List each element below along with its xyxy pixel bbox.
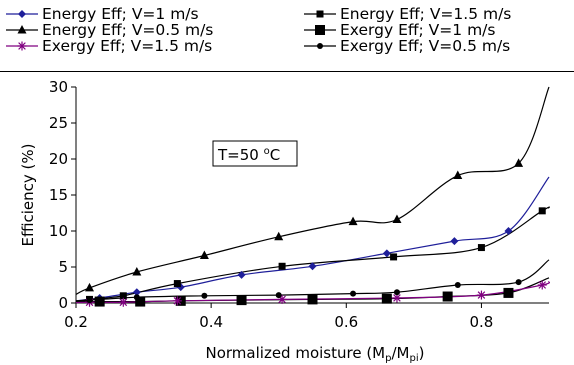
y-tick-label: 30	[49, 78, 68, 96]
legend-entry: Exergy Eff; V=1.5 m/s	[6, 37, 212, 55]
data-point	[537, 280, 547, 290]
legend-swatch-marker	[18, 10, 26, 18]
data-point	[382, 249, 391, 258]
data-point	[392, 214, 402, 223]
data-point	[199, 250, 209, 259]
legend-label: Exergy Eff; V=0.5 m/s	[340, 37, 510, 55]
data-point	[393, 289, 400, 296]
data-point	[503, 287, 514, 298]
data-point	[237, 270, 246, 279]
data-point	[350, 290, 357, 297]
data-point	[307, 294, 318, 305]
data-point	[85, 282, 95, 292]
legend-entry: Exergy Eff; V=0.5 m/s	[304, 37, 510, 55]
data-point	[504, 227, 513, 235]
legend-label: Energy Eff; V=1.5 m/s	[340, 5, 511, 23]
data-point	[278, 262, 286, 270]
legend: Energy Eff; V=1 m/s Energy Eff; V=1.5 m/s…	[6, 5, 511, 55]
legend-label: Exergy Eff; V=1 m/s	[340, 21, 495, 39]
data-point	[86, 297, 93, 304]
legend-label: Energy Eff; V=0.5 m/s	[42, 21, 213, 39]
legend-entry: Energy Eff; V=1 m/s	[6, 5, 199, 23]
data-point	[450, 237, 459, 246]
data-point	[173, 280, 181, 288]
data-point	[236, 295, 247, 306]
data-point	[515, 279, 522, 286]
data-point	[476, 290, 486, 300]
data-point	[201, 292, 208, 299]
data-point	[514, 158, 524, 167]
y-tick-label: 5	[58, 258, 68, 276]
data-point	[135, 296, 146, 307]
data-point	[348, 216, 358, 226]
data-point	[274, 231, 284, 241]
data-point	[538, 207, 546, 215]
series-points-6	[86, 279, 522, 304]
y-axis-title: Efficiency (%)	[19, 144, 37, 247]
annotation-box	[212, 140, 298, 167]
series-points-3	[85, 158, 524, 292]
data-point	[119, 292, 127, 300]
legend-swatch-marker	[17, 25, 27, 34]
data-point	[381, 293, 392, 304]
x-tick-label: 0.2	[64, 313, 88, 331]
y-tick-label: 25	[49, 114, 68, 132]
y-tick-label: 10	[49, 222, 68, 240]
axis-ticks: 0 5 10 15 20 25 30 0.2 0.4 0.6 0.8	[49, 78, 493, 331]
data-point	[118, 297, 128, 307]
y-tick-label: 0	[58, 294, 68, 312]
data-point	[454, 282, 461, 288]
data-point	[453, 170, 463, 180]
legend-entry: Energy Eff; V=1.5 m/s	[304, 5, 511, 23]
series-markers	[85, 158, 547, 307]
data-point	[132, 288, 141, 297]
series-line-3	[75, 86, 550, 295]
legend-entry: Exergy Eff; V=1 m/s	[304, 21, 495, 39]
x-tick-label: 0.8	[469, 313, 493, 331]
legend-swatch-marker	[315, 25, 325, 35]
data-point	[477, 244, 485, 252]
legend-swatch-marker	[316, 10, 324, 18]
data-point	[275, 292, 282, 299]
data-point	[132, 267, 142, 276]
data-point	[133, 294, 140, 301]
data-point	[94, 296, 105, 307]
data-point	[172, 296, 182, 306]
data-point	[442, 291, 453, 302]
y-tick-label: 20	[49, 150, 68, 168]
legend-swatch-marker	[317, 43, 323, 49]
annotation-text: T=50 oC	[217, 146, 280, 164]
temperature-annotation: T=50 oC	[212, 140, 298, 167]
x-axis-title: Normalized moisture (Mp/Mpi)	[206, 344, 425, 364]
x-tick-label: 0.4	[199, 313, 223, 331]
legend-label: Energy Eff; V=1 m/s	[42, 5, 199, 23]
x-tick-label: 0.6	[334, 313, 358, 331]
legend-swatch-marker	[17, 41, 27, 51]
legend-label: Exergy Eff; V=1.5 m/s	[42, 37, 212, 55]
data-point	[308, 262, 317, 271]
y-tick-label: 15	[49, 186, 68, 204]
legend-entry: Energy Eff; V=0.5 m/s	[6, 21, 213, 39]
data-point	[390, 253, 398, 261]
